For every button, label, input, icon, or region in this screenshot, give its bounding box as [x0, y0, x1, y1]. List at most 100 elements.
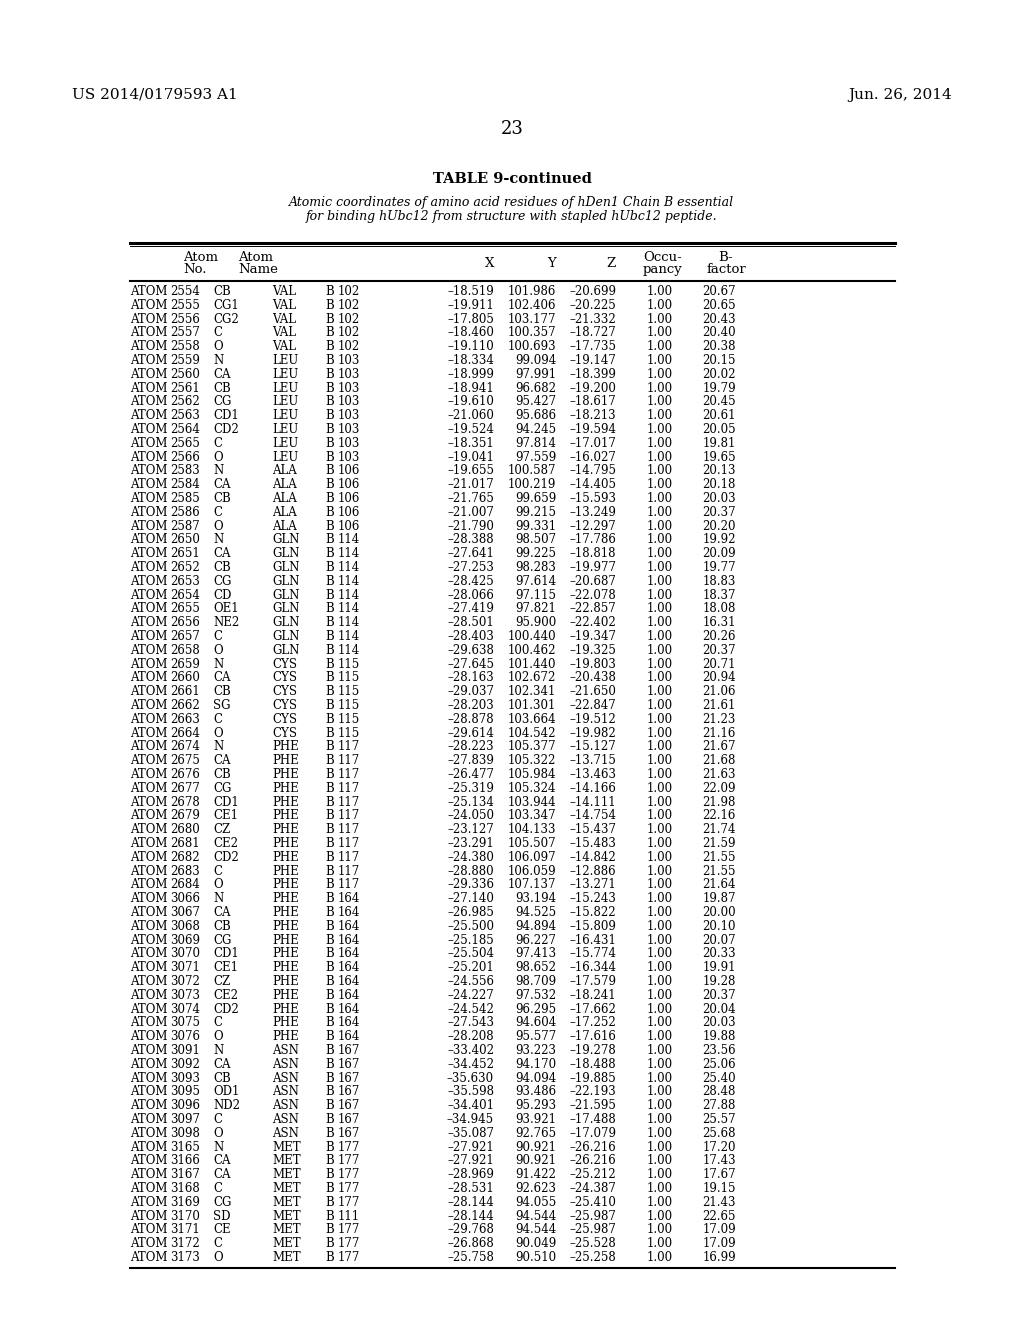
Text: 2678: 2678 — [170, 796, 200, 809]
Text: 101.440: 101.440 — [508, 657, 556, 671]
Text: –21.790: –21.790 — [447, 520, 494, 532]
Text: 167: 167 — [338, 1113, 360, 1126]
Text: –15.483: –15.483 — [569, 837, 616, 850]
Text: PHE: PHE — [272, 878, 299, 891]
Text: –16.027: –16.027 — [569, 450, 616, 463]
Text: 177: 177 — [338, 1224, 360, 1237]
Text: CA: CA — [213, 906, 230, 919]
Text: –15.127: –15.127 — [569, 741, 616, 754]
Text: GLN: GLN — [272, 630, 299, 643]
Text: 114: 114 — [338, 644, 360, 657]
Text: –28.531: –28.531 — [447, 1181, 494, 1195]
Text: 1.00: 1.00 — [647, 341, 673, 354]
Text: 98.283: 98.283 — [515, 561, 556, 574]
Text: 103.177: 103.177 — [508, 313, 556, 326]
Text: NE2: NE2 — [213, 616, 240, 630]
Text: B: B — [325, 506, 334, 519]
Text: 19.79: 19.79 — [702, 381, 736, 395]
Text: –16.431: –16.431 — [569, 933, 616, 946]
Text: 2557: 2557 — [170, 326, 200, 339]
Text: 115: 115 — [338, 713, 360, 726]
Text: –18.213: –18.213 — [569, 409, 616, 422]
Text: 19.28: 19.28 — [702, 975, 736, 987]
Text: PHE: PHE — [272, 754, 299, 767]
Text: 1.00: 1.00 — [647, 741, 673, 754]
Text: B: B — [325, 396, 334, 408]
Text: 20.38: 20.38 — [702, 341, 736, 354]
Text: –17.079: –17.079 — [569, 1127, 616, 1139]
Text: OD1: OD1 — [213, 1085, 240, 1098]
Text: 2681: 2681 — [170, 837, 200, 850]
Text: 107.137: 107.137 — [508, 878, 556, 891]
Text: 114: 114 — [338, 589, 360, 602]
Text: 1.00: 1.00 — [647, 754, 673, 767]
Text: 3170: 3170 — [170, 1209, 200, 1222]
Text: 94.055: 94.055 — [515, 1196, 556, 1209]
Text: ATOM: ATOM — [130, 465, 168, 478]
Text: 101.301: 101.301 — [508, 700, 556, 711]
Text: 2675: 2675 — [170, 754, 200, 767]
Text: 1.00: 1.00 — [647, 492, 673, 506]
Text: 20.37: 20.37 — [702, 506, 736, 519]
Text: 97.814: 97.814 — [515, 437, 556, 450]
Text: 114: 114 — [338, 602, 360, 615]
Text: N: N — [213, 354, 223, 367]
Text: –28.144: –28.144 — [447, 1209, 494, 1222]
Text: –24.542: –24.542 — [447, 1003, 494, 1015]
Text: 1.00: 1.00 — [647, 1224, 673, 1237]
Text: B: B — [325, 381, 334, 395]
Text: 20.10: 20.10 — [702, 920, 736, 933]
Text: 17.09: 17.09 — [702, 1237, 736, 1250]
Text: 1.00: 1.00 — [647, 837, 673, 850]
Text: 177: 177 — [338, 1237, 360, 1250]
Text: –28.969: –28.969 — [447, 1168, 494, 1181]
Text: ATOM: ATOM — [130, 1030, 168, 1043]
Text: –19.655: –19.655 — [447, 465, 494, 478]
Text: 3097: 3097 — [170, 1113, 200, 1126]
Text: 2586: 2586 — [170, 506, 200, 519]
Text: 1.00: 1.00 — [647, 644, 673, 657]
Text: 20.03: 20.03 — [702, 1016, 736, 1030]
Text: MET: MET — [272, 1237, 301, 1250]
Text: 94.544: 94.544 — [515, 1209, 556, 1222]
Text: 1.00: 1.00 — [647, 1155, 673, 1167]
Text: B: B — [325, 892, 334, 906]
Text: CE: CE — [213, 1224, 230, 1237]
Text: B: B — [325, 1113, 334, 1126]
Text: –19.594: –19.594 — [569, 422, 616, 436]
Text: 177: 177 — [338, 1168, 360, 1181]
Text: ATOM: ATOM — [130, 506, 168, 519]
Text: –25.185: –25.185 — [447, 933, 494, 946]
Text: 20.65: 20.65 — [702, 298, 736, 312]
Text: B: B — [325, 630, 334, 643]
Text: 1.00: 1.00 — [647, 657, 673, 671]
Text: 94.544: 94.544 — [515, 1224, 556, 1237]
Text: LEU: LEU — [272, 409, 298, 422]
Text: O: O — [213, 450, 222, 463]
Text: 167: 167 — [338, 1057, 360, 1071]
Text: ALA: ALA — [272, 492, 297, 506]
Text: 1.00: 1.00 — [647, 506, 673, 519]
Text: ATOM: ATOM — [130, 644, 168, 657]
Text: B: B — [325, 1072, 334, 1085]
Text: –29.638: –29.638 — [447, 644, 494, 657]
Text: C: C — [213, 326, 222, 339]
Text: –19.610: –19.610 — [447, 396, 494, 408]
Text: 21.98: 21.98 — [702, 796, 736, 809]
Text: 20.05: 20.05 — [702, 422, 736, 436]
Text: 1.00: 1.00 — [647, 865, 673, 878]
Text: –22.857: –22.857 — [569, 602, 616, 615]
Text: B: B — [325, 824, 334, 836]
Text: ATOM: ATOM — [130, 865, 168, 878]
Text: 100.462: 100.462 — [508, 644, 556, 657]
Text: –18.941: –18.941 — [447, 381, 494, 395]
Text: 1.00: 1.00 — [647, 1113, 673, 1126]
Text: CA: CA — [213, 672, 230, 684]
Text: 1.00: 1.00 — [647, 920, 673, 933]
Text: ATOM: ATOM — [130, 685, 168, 698]
Text: B: B — [325, 326, 334, 339]
Text: ATOM: ATOM — [130, 1100, 168, 1113]
Text: B: B — [325, 1224, 334, 1237]
Text: CD2: CD2 — [213, 851, 239, 863]
Text: ALA: ALA — [272, 506, 297, 519]
